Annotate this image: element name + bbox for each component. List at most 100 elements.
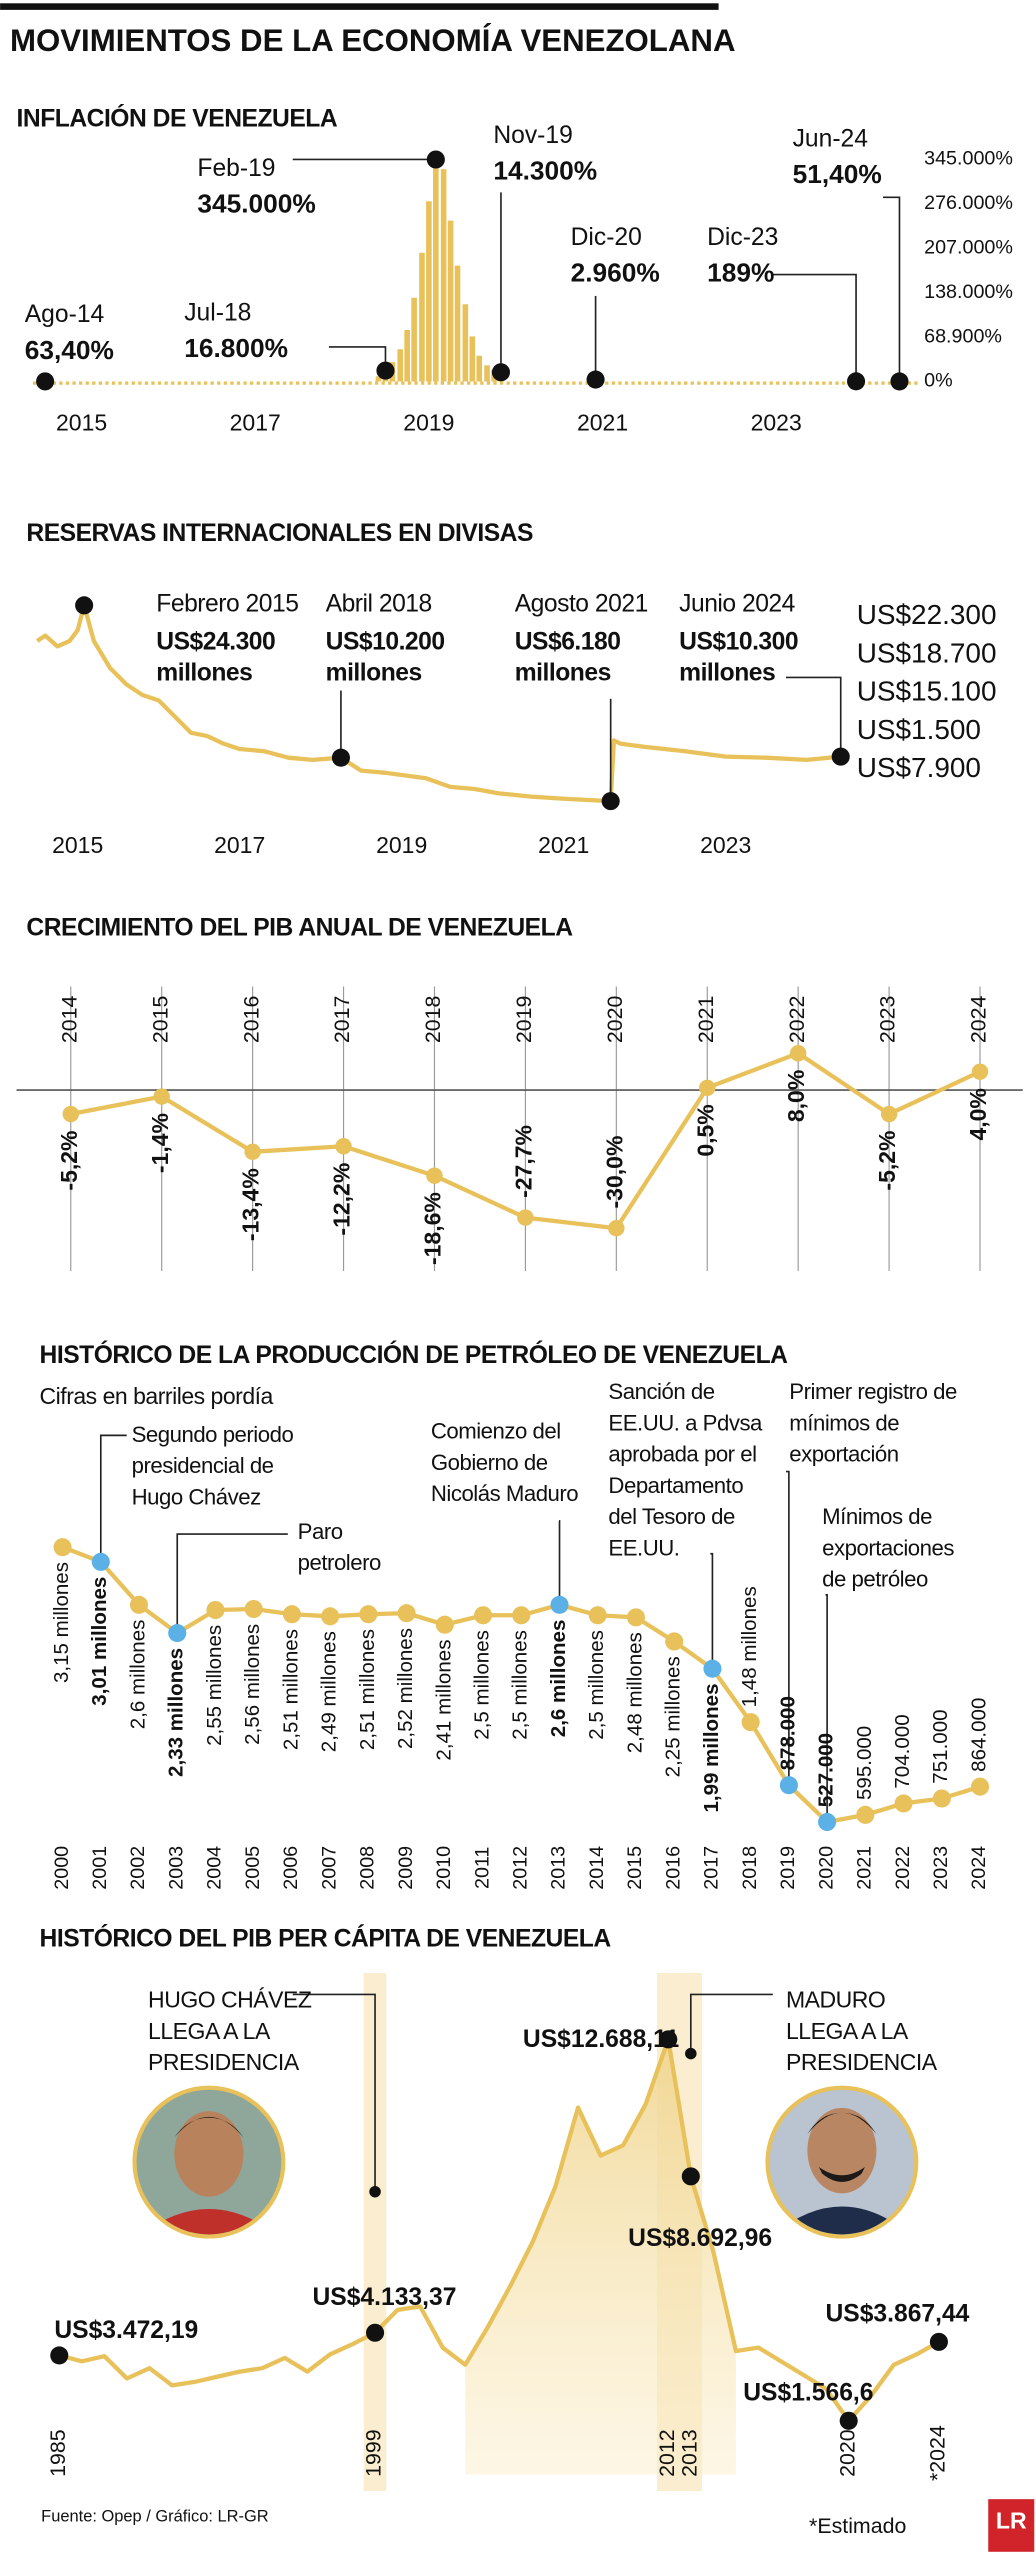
callout-dot bbox=[369, 2185, 381, 2198]
data-label: 2,5 millones bbox=[509, 1630, 532, 1740]
data-label: US$1.566,6 bbox=[743, 2379, 873, 2406]
bar bbox=[426, 201, 432, 382]
data-label: 878.000 bbox=[776, 1696, 799, 1770]
subtitle-box: Cifras en barriles pordía bbox=[40, 1383, 274, 1409]
bar bbox=[476, 355, 483, 382]
data-label: 2,52 millones bbox=[394, 1628, 417, 1749]
annotation-value: 345.000% bbox=[197, 188, 315, 218]
x-tick-label: 2023 bbox=[700, 832, 751, 858]
main-title: MOVIMIENTOS DE LA ECONOMÍA VENEZOLANA bbox=[10, 23, 736, 58]
data-label: 2,6 millones bbox=[547, 1620, 570, 1738]
data-label: 2,5 millones bbox=[585, 1630, 608, 1740]
point bbox=[91, 1552, 110, 1571]
point bbox=[831, 747, 850, 766]
annotation-box: HUGO CHÁVEZ LLEGA A LA PRESIDENCIA bbox=[148, 1986, 312, 2075]
data-label: US$4.133,37 bbox=[312, 2284, 456, 2311]
x-tick-label: 2019 bbox=[376, 832, 427, 858]
leader bbox=[176, 1533, 288, 1634]
data-label: -1,4% bbox=[147, 1113, 173, 1173]
axis-label: US$22.300 bbox=[857, 599, 997, 630]
chart-title: INFLACIÓN DE VENEZUELA bbox=[17, 105, 338, 133]
point bbox=[932, 1789, 951, 1808]
annotation-date: Feb-19 bbox=[197, 155, 275, 182]
x-tick-label: 2010 bbox=[433, 1846, 455, 1890]
point bbox=[550, 1595, 569, 1614]
x-tick-label: 2001 bbox=[89, 1846, 111, 1890]
x-tick-label: 2020 bbox=[815, 1846, 837, 1890]
data-label: 2,33 millones bbox=[165, 1648, 188, 1777]
annotation-date-box: Abril 2018 bbox=[326, 590, 433, 618]
x-tick-label: 2018 bbox=[739, 1846, 761, 1890]
point bbox=[168, 1624, 187, 1643]
x-tick-label: 2019 bbox=[512, 996, 536, 1044]
data-label: US$3.867,44 bbox=[825, 2301, 969, 2328]
point bbox=[397, 1604, 416, 1623]
bar bbox=[447, 220, 454, 382]
annotation-date: Ago-14 bbox=[25, 301, 105, 328]
annotation-date: Junio 2024 bbox=[679, 590, 795, 619]
annotation: Comienzo del Gobierno de Nicolás Maduro bbox=[430, 1418, 579, 1507]
point bbox=[586, 370, 605, 389]
data-label: 595.000 bbox=[853, 1726, 876, 1800]
bar bbox=[419, 252, 425, 382]
annotation-value: 16.800% bbox=[184, 333, 288, 363]
x-tick-label: 2015 bbox=[624, 1846, 646, 1890]
annotation-date-box: Agosto 2021 bbox=[514, 590, 649, 619]
data-label: 2,51 millones bbox=[279, 1629, 302, 1750]
data-label: 527.000 bbox=[815, 1733, 838, 1807]
x-tick-label: 2008 bbox=[357, 1846, 379, 1890]
y-tick-label: 276.000% bbox=[924, 192, 1013, 214]
point bbox=[53, 1538, 72, 1557]
leader bbox=[772, 273, 857, 382]
leader bbox=[292, 1993, 376, 2192]
point bbox=[282, 1605, 301, 1624]
annotation: Primer registro de mínimos de exportació… bbox=[789, 1379, 957, 1467]
point bbox=[491, 363, 510, 382]
x-tick-label: 2004 bbox=[204, 1846, 226, 1890]
data-label: 1,99 millones bbox=[700, 1683, 723, 1812]
annotation-date: Agosto 2021 bbox=[514, 590, 649, 619]
point bbox=[335, 1138, 352, 1155]
x-tick-label: 2000 bbox=[51, 1846, 73, 1890]
x-tick-label: 2017 bbox=[230, 409, 281, 435]
data-label: -5,2% bbox=[56, 1130, 82, 1190]
x-tick-label: *2024 bbox=[926, 2425, 950, 2481]
leader bbox=[689, 1993, 773, 2054]
point bbox=[36, 372, 55, 391]
point bbox=[703, 1659, 722, 1678]
annotation-date: Nov-19 bbox=[493, 122, 572, 149]
annotation: HUGO CHÁVEZ LLEGA A LA PRESIDENCIA bbox=[148, 1986, 312, 2075]
bar bbox=[375, 376, 382, 382]
line bbox=[35, 603, 841, 804]
x-tick-label: 2023 bbox=[876, 996, 900, 1044]
source: Fuente: Opep / Gráfico: LR-GR bbox=[41, 2508, 269, 2526]
data-label: -13,4% bbox=[238, 1168, 264, 1241]
chart-title: RESERVAS INTERNACIONALES EN DIVISAS bbox=[26, 520, 533, 547]
point bbox=[512, 1606, 531, 1625]
area bbox=[465, 2039, 736, 2475]
point bbox=[426, 1167, 443, 1184]
x-tick-label: 2011 bbox=[471, 1847, 493, 1889]
x-tick-label: 2012 bbox=[510, 1846, 532, 1890]
x-tick-label: 2013 bbox=[677, 2429, 701, 2477]
line bbox=[58, 2037, 940, 2423]
point bbox=[588, 1606, 607, 1625]
data-label: 2,48 millones bbox=[623, 1632, 646, 1753]
annotation-box: Paro petrolero bbox=[298, 1519, 382, 1575]
data-label: 2,6 millones bbox=[126, 1620, 149, 1730]
annotation-value: US$10.200 millones bbox=[325, 628, 445, 688]
x-tick-label: 2023 bbox=[751, 409, 802, 435]
axis-label: US$18.700 bbox=[857, 637, 997, 668]
data-label: 1,48 millones bbox=[738, 1586, 761, 1707]
point bbox=[435, 1615, 454, 1634]
x-tick-label: 2019 bbox=[777, 1846, 799, 1890]
annotation: Mínimos de exportaciones de petróleo bbox=[822, 1504, 954, 1592]
x-tick-label: 2014 bbox=[57, 996, 81, 1044]
x-tick-label: 2017 bbox=[701, 1846, 723, 1890]
bar bbox=[411, 297, 417, 382]
annotation-date: Jul-18 bbox=[184, 300, 251, 327]
data-label: 2,25 millones bbox=[662, 1656, 685, 1777]
leader bbox=[710, 1552, 714, 1669]
point bbox=[779, 1776, 798, 1795]
data-label: 3,15 millones bbox=[50, 1562, 73, 1683]
